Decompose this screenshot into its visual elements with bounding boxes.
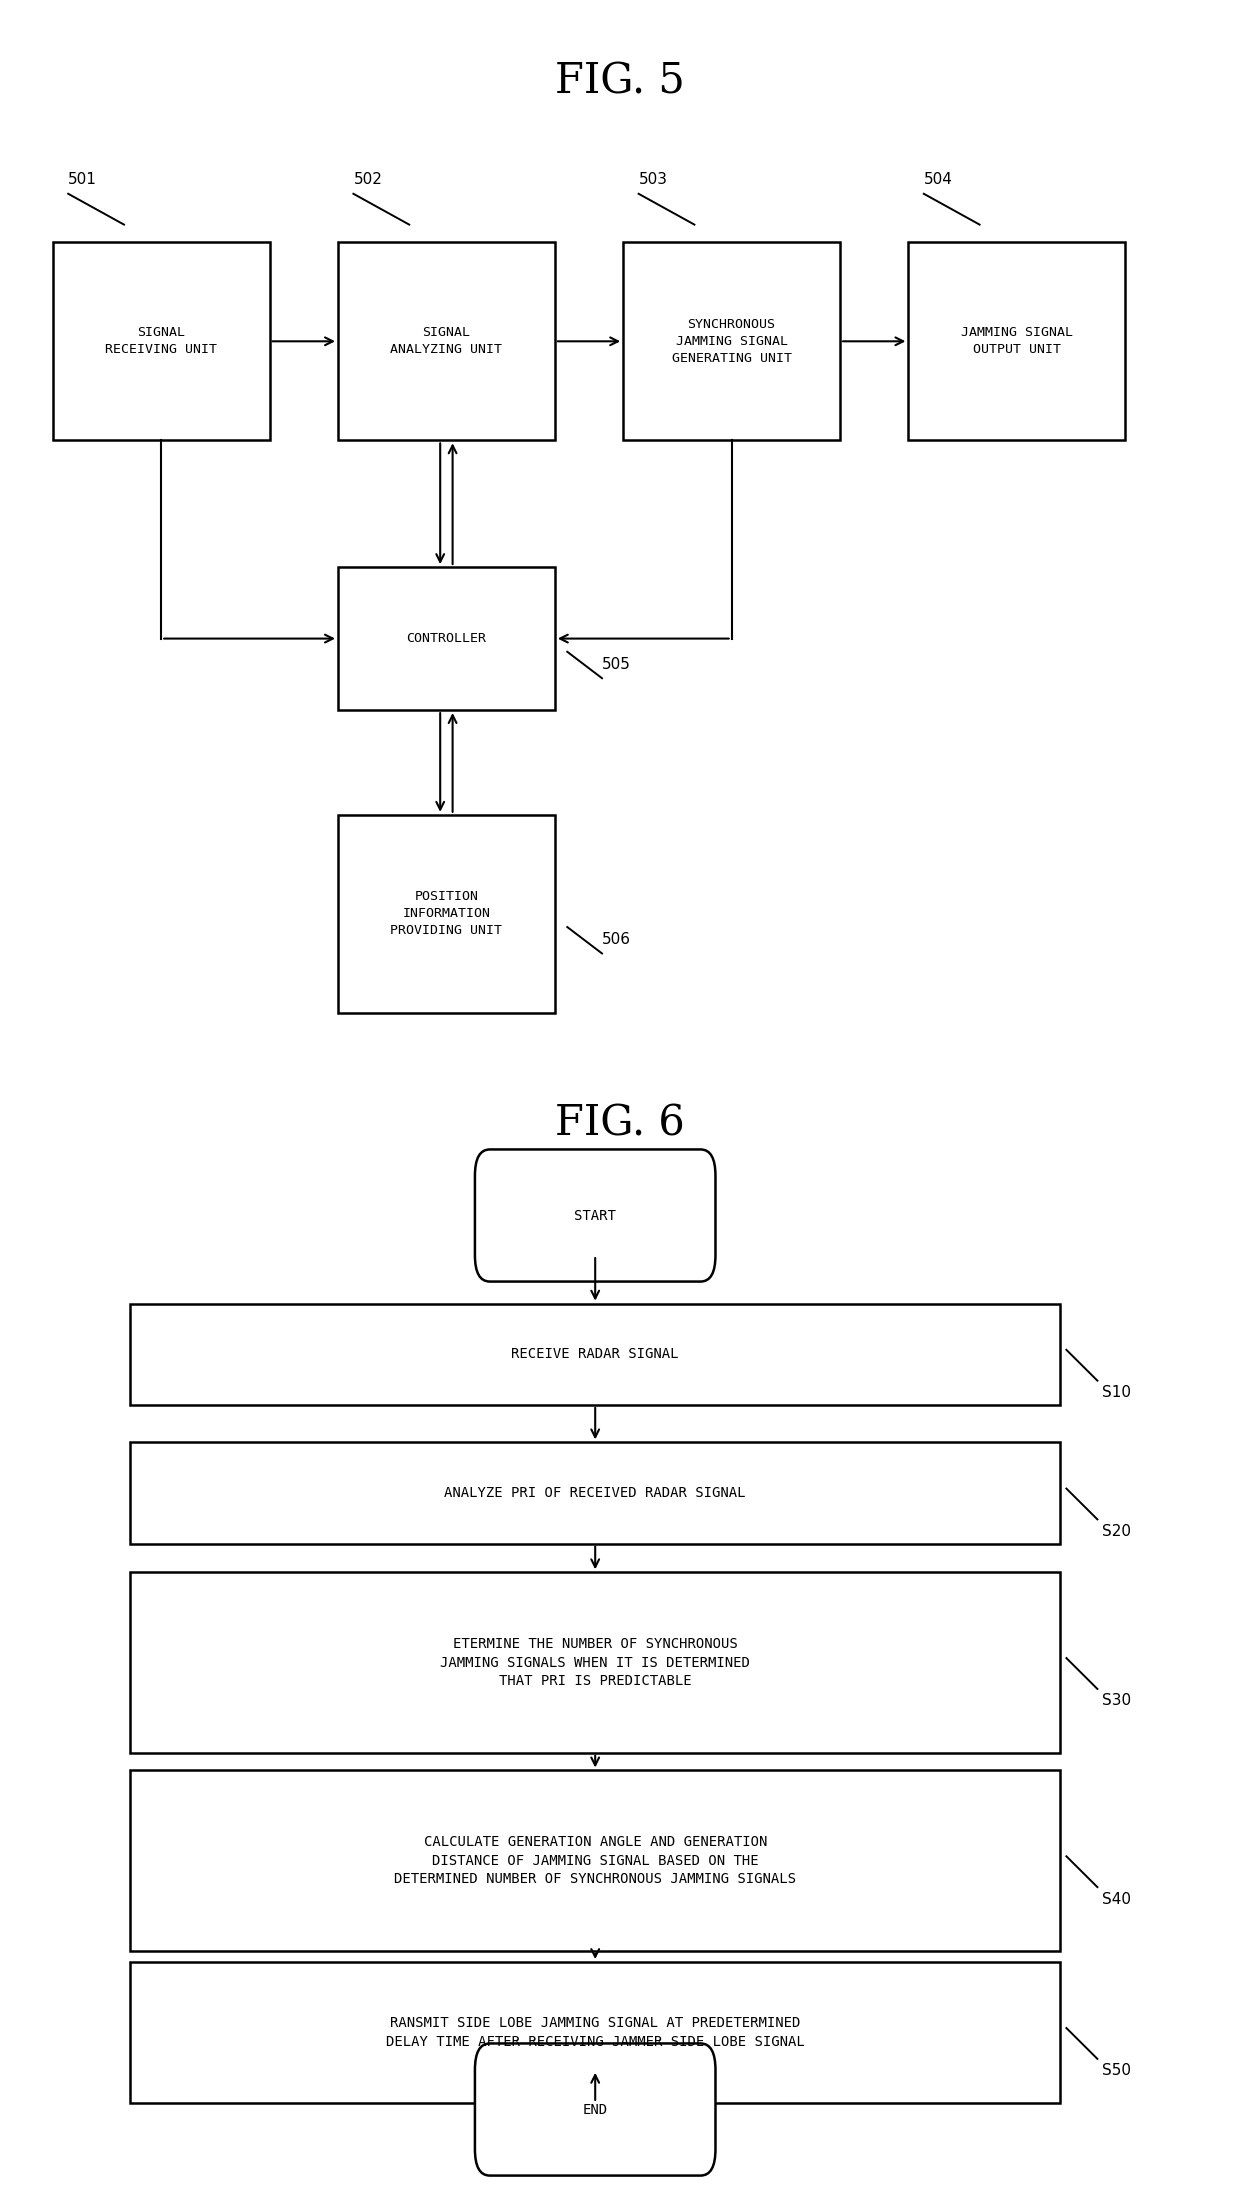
Text: 501: 501 — [68, 172, 97, 187]
Text: RECEIVE RADAR SIGNAL: RECEIVE RADAR SIGNAL — [511, 1348, 680, 1361]
Text: START: START — [574, 1209, 616, 1222]
Text: S20: S20 — [1102, 1524, 1131, 1539]
Text: RANSMIT SIDE LOBE JAMMING SIGNAL AT PREDETERMINED
DELAY TIME AFTER RECEIVING JAM: RANSMIT SIDE LOBE JAMMING SIGNAL AT PRED… — [386, 2017, 805, 2048]
Text: S30: S30 — [1102, 1693, 1131, 1709]
Text: 502: 502 — [353, 172, 382, 187]
Text: S50: S50 — [1102, 2063, 1131, 2079]
Text: ETERMINE THE NUMBER OF SYNCHRONOUS
JAMMING SIGNALS WHEN IT IS DETERMINED
THAT PR: ETERMINE THE NUMBER OF SYNCHRONOUS JAMMI… — [440, 1636, 750, 1689]
FancyBboxPatch shape — [475, 1149, 715, 1282]
FancyBboxPatch shape — [130, 1304, 1060, 1405]
Text: CALCULATE GENERATION ANGLE AND GENERATION
DISTANCE OF JAMMING SIGNAL BASED ON TH: CALCULATE GENERATION ANGLE AND GENERATIO… — [394, 1834, 796, 1887]
FancyBboxPatch shape — [337, 242, 556, 440]
Text: FIG. 6: FIG. 6 — [556, 1101, 684, 1145]
Text: JAMMING SIGNAL
OUTPUT UNIT: JAMMING SIGNAL OUTPUT UNIT — [961, 326, 1073, 357]
Text: POSITION
INFORMATION
PROVIDING UNIT: POSITION INFORMATION PROVIDING UNIT — [391, 890, 502, 938]
Text: CONTROLLER: CONTROLLER — [407, 632, 486, 645]
FancyBboxPatch shape — [130, 1962, 1060, 2103]
FancyBboxPatch shape — [130, 1442, 1060, 1544]
Text: 503: 503 — [639, 172, 667, 187]
FancyBboxPatch shape — [337, 568, 556, 709]
FancyBboxPatch shape — [130, 1770, 1060, 1951]
Text: S40: S40 — [1102, 1892, 1131, 1907]
Text: SYNCHRONOUS
JAMMING SIGNAL
GENERATING UNIT: SYNCHRONOUS JAMMING SIGNAL GENERATING UN… — [672, 317, 791, 366]
FancyBboxPatch shape — [908, 242, 1126, 440]
Text: FIG. 5: FIG. 5 — [556, 59, 684, 103]
Text: SIGNAL
ANALYZING UNIT: SIGNAL ANALYZING UNIT — [391, 326, 502, 357]
Text: ANALYZE PRI OF RECEIVED RADAR SIGNAL: ANALYZE PRI OF RECEIVED RADAR SIGNAL — [444, 1486, 746, 1500]
Text: SIGNAL
RECEIVING UNIT: SIGNAL RECEIVING UNIT — [105, 326, 217, 357]
FancyBboxPatch shape — [130, 1572, 1060, 1753]
Text: 506: 506 — [603, 931, 631, 947]
FancyBboxPatch shape — [475, 2043, 715, 2176]
Text: S10: S10 — [1102, 1385, 1131, 1400]
Text: END: END — [583, 2103, 608, 2116]
Text: 505: 505 — [603, 656, 631, 672]
FancyBboxPatch shape — [53, 242, 270, 440]
FancyBboxPatch shape — [337, 815, 556, 1013]
FancyBboxPatch shape — [622, 242, 841, 440]
Text: 504: 504 — [924, 172, 952, 187]
